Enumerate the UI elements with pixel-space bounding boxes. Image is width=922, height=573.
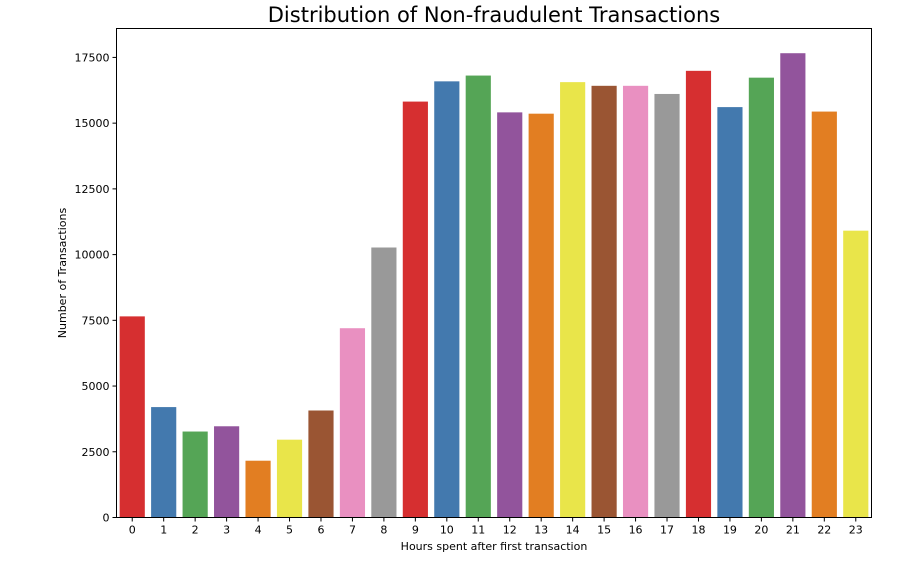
x-tick-label: 4 xyxy=(255,524,262,537)
x-tick-label: 11 xyxy=(471,524,485,537)
bar-hour-1 xyxy=(151,407,177,518)
bar-hour-7 xyxy=(339,328,366,518)
bar-hour-18 xyxy=(685,70,712,518)
x-tick-label: 10 xyxy=(440,524,454,537)
bar-hour-14 xyxy=(560,82,586,518)
y-tick-label: 10000 xyxy=(75,249,110,262)
x-tick-label: 6 xyxy=(317,524,324,537)
x-tick-label: 18 xyxy=(691,524,705,537)
bar-hour-3 xyxy=(214,426,240,518)
bar-hour-19 xyxy=(717,107,743,518)
bar-hour-16 xyxy=(622,85,649,518)
x-tick-label: 8 xyxy=(380,524,387,537)
x-axis: 0 1 2 3 4 5 6 7 8 9 10 11 12 13 14 15 16 17 18 19 20 21 22 23 xyxy=(129,517,863,537)
bar-hour-4 xyxy=(245,460,271,518)
y-tick-label: 15000 xyxy=(75,117,110,130)
y-tick-label: 2500 xyxy=(82,446,110,459)
x-tick-label: 15 xyxy=(597,524,611,537)
y-tick-label: 5000 xyxy=(82,380,110,393)
x-tick-label: 5 xyxy=(286,524,293,537)
x-tick-label: 3 xyxy=(223,524,230,537)
bar-hour-6 xyxy=(308,410,334,518)
x-tick-label: 0 xyxy=(129,524,136,537)
bar-hour-15 xyxy=(591,85,617,518)
x-tick-label: 19 xyxy=(723,524,737,537)
y-axis-label: Number of Transactions xyxy=(56,208,69,339)
bars-group xyxy=(119,53,869,518)
bar-hour-13 xyxy=(528,113,554,518)
y-tick-label: 12500 xyxy=(75,183,110,196)
bar-hour-17 xyxy=(654,93,680,518)
x-tick-label: 12 xyxy=(503,524,517,537)
x-tick-label: 1 xyxy=(160,524,167,537)
bar-hour-0 xyxy=(119,316,145,518)
bar-hour-10 xyxy=(434,81,460,518)
x-tick-label: 7 xyxy=(349,524,356,537)
x-tick-label: 21 xyxy=(786,524,800,537)
y-tick-label: 0 xyxy=(103,512,110,525)
bar-hour-22 xyxy=(811,111,837,518)
y-tick-label: 7500 xyxy=(82,314,110,327)
x-tick-label: 13 xyxy=(534,524,548,537)
y-tick-label: 17500 xyxy=(75,51,110,64)
x-tick-label: 2 xyxy=(192,524,199,537)
bar-hour-8 xyxy=(371,247,397,518)
x-tick-label: 17 xyxy=(660,524,674,537)
bar-hour-9 xyxy=(402,101,428,518)
plot-frame xyxy=(116,28,872,518)
bar-hour-21 xyxy=(780,53,806,518)
x-tick-label: 14 xyxy=(566,524,580,537)
y-axis: 0 2500 5000 7500 10000 12500 15000 17500 xyxy=(75,51,117,525)
x-tick-label: 9 xyxy=(412,524,419,537)
bar-hour-2 xyxy=(182,431,208,518)
x-tick-label: 20 xyxy=(754,524,768,537)
bar-hour-11 xyxy=(465,75,491,518)
x-axis-label: Hours spent after first transaction xyxy=(401,540,588,553)
bar-hour-23 xyxy=(843,230,869,518)
x-tick-label: 22 xyxy=(817,524,831,537)
x-tick-label: 23 xyxy=(849,524,863,537)
bar-hour-12 xyxy=(497,112,523,518)
bar-hour-5 xyxy=(276,439,303,518)
bar-hour-20 xyxy=(748,77,774,518)
chart-title: Distribution of Non-fraudulent Transacti… xyxy=(268,3,720,27)
x-tick-label: 16 xyxy=(629,524,643,537)
